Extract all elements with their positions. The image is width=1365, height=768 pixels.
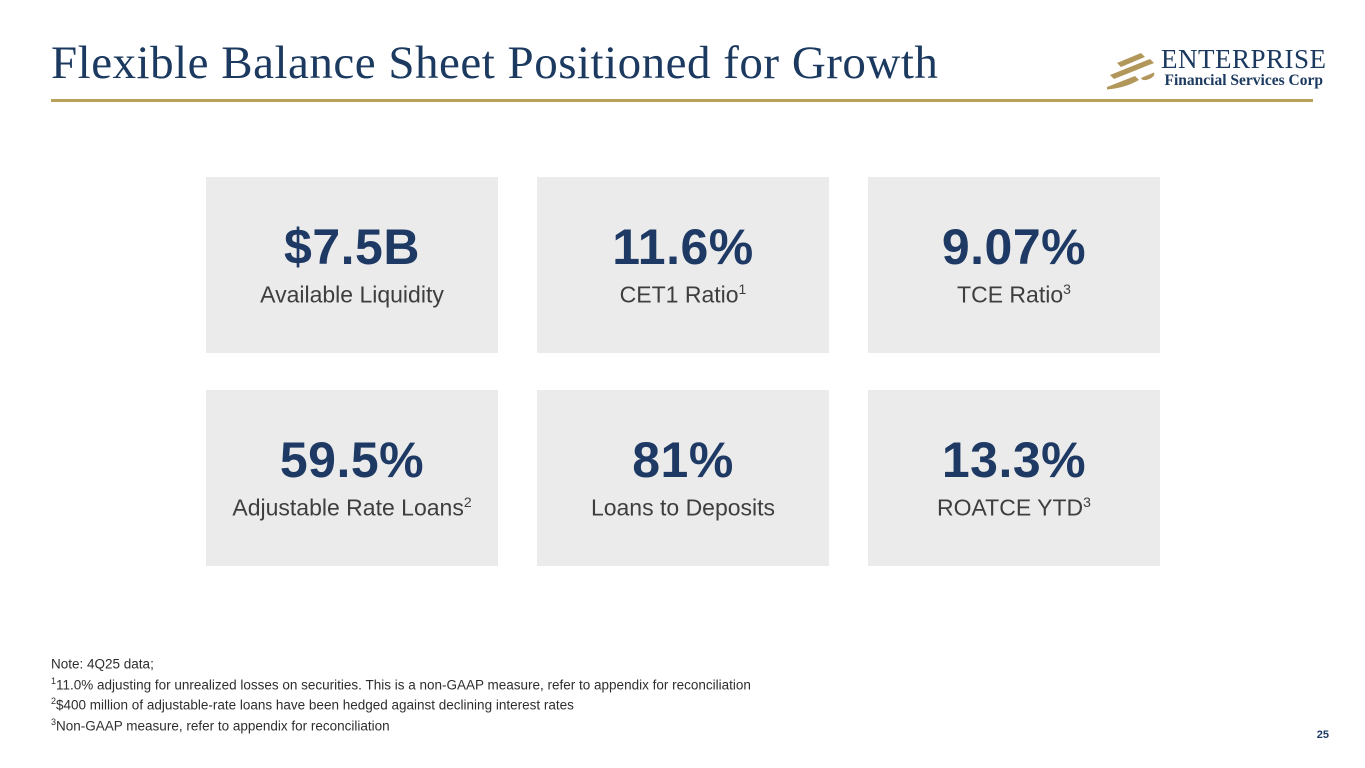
logo-company-name: ENTERPRISE xyxy=(1161,44,1327,74)
stat-card-adjustable-rate-loans: 59.5% Adjustable Rate Loans2 xyxy=(206,390,498,566)
logo-company-subtitle: Financial Services Corp xyxy=(1164,72,1323,89)
footnote-1: 111.0% adjusting for unrealized losses o… xyxy=(51,675,751,693)
footnote-note: Note: 4Q25 data; xyxy=(51,656,154,672)
footnote-marker: 3 xyxy=(1083,493,1091,510)
page-number: 25 xyxy=(1316,729,1329,741)
stat-label: TCE Ratio3 xyxy=(957,280,1071,308)
footnote-2: 2$400 million of adjustable-rate loans h… xyxy=(51,696,574,713)
page-title: Flexible Balance Sheet Positioned for Gr… xyxy=(51,37,939,89)
stat-label: Available Liquidity xyxy=(260,281,444,308)
stat-card-loans-to-deposits: 81% Loans to Deposits xyxy=(537,390,829,566)
stat-value: 11.6% xyxy=(612,219,754,276)
stat-value: 13.3% xyxy=(941,432,1087,489)
footnote-marker: 1 xyxy=(738,280,747,297)
company-logo: ENTERPRISE Financial Services Corp xyxy=(1102,46,1327,92)
stat-card-available-liquidity: $7.5B Available Liquidity xyxy=(206,177,498,353)
logo-text: ENTERPRISE Financial Services Corp xyxy=(1161,44,1327,90)
stat-value: $7.5B xyxy=(284,219,420,276)
stat-value: 81% xyxy=(632,432,734,489)
footnotes: Note: 4Q25 data; 111.0% adjusting for un… xyxy=(51,652,751,734)
stat-value: 59.5% xyxy=(279,432,425,489)
stat-value: 9.07% xyxy=(941,219,1087,276)
diagonal-stripes-logo-icon xyxy=(1107,53,1155,90)
stat-label: Loans to Deposits xyxy=(590,494,776,521)
stat-card-tce-ratio: 9.07% TCE Ratio3 xyxy=(868,177,1160,353)
stats-grid: $7.5B Available Liquidity 11.6% CET1 Rat… xyxy=(206,177,1160,566)
stat-card-roatce-ytd: 13.3% ROATCE YTD3 xyxy=(868,390,1160,566)
stat-label: ROATCE YTD3 xyxy=(937,493,1091,521)
title-underline xyxy=(51,99,1313,102)
footnote-3: 3Non-GAAP measure, refer to appendix for… xyxy=(51,716,390,734)
stat-card-cet1-ratio: 11.6% CET1 Ratio1 xyxy=(537,177,829,353)
footnote-marker: 3 xyxy=(1063,280,1071,297)
footnote-marker: 2 xyxy=(463,493,472,510)
stat-label: CET1 Ratio1 xyxy=(619,280,747,308)
stat-label: Adjustable Rate Loans2 xyxy=(232,493,472,521)
